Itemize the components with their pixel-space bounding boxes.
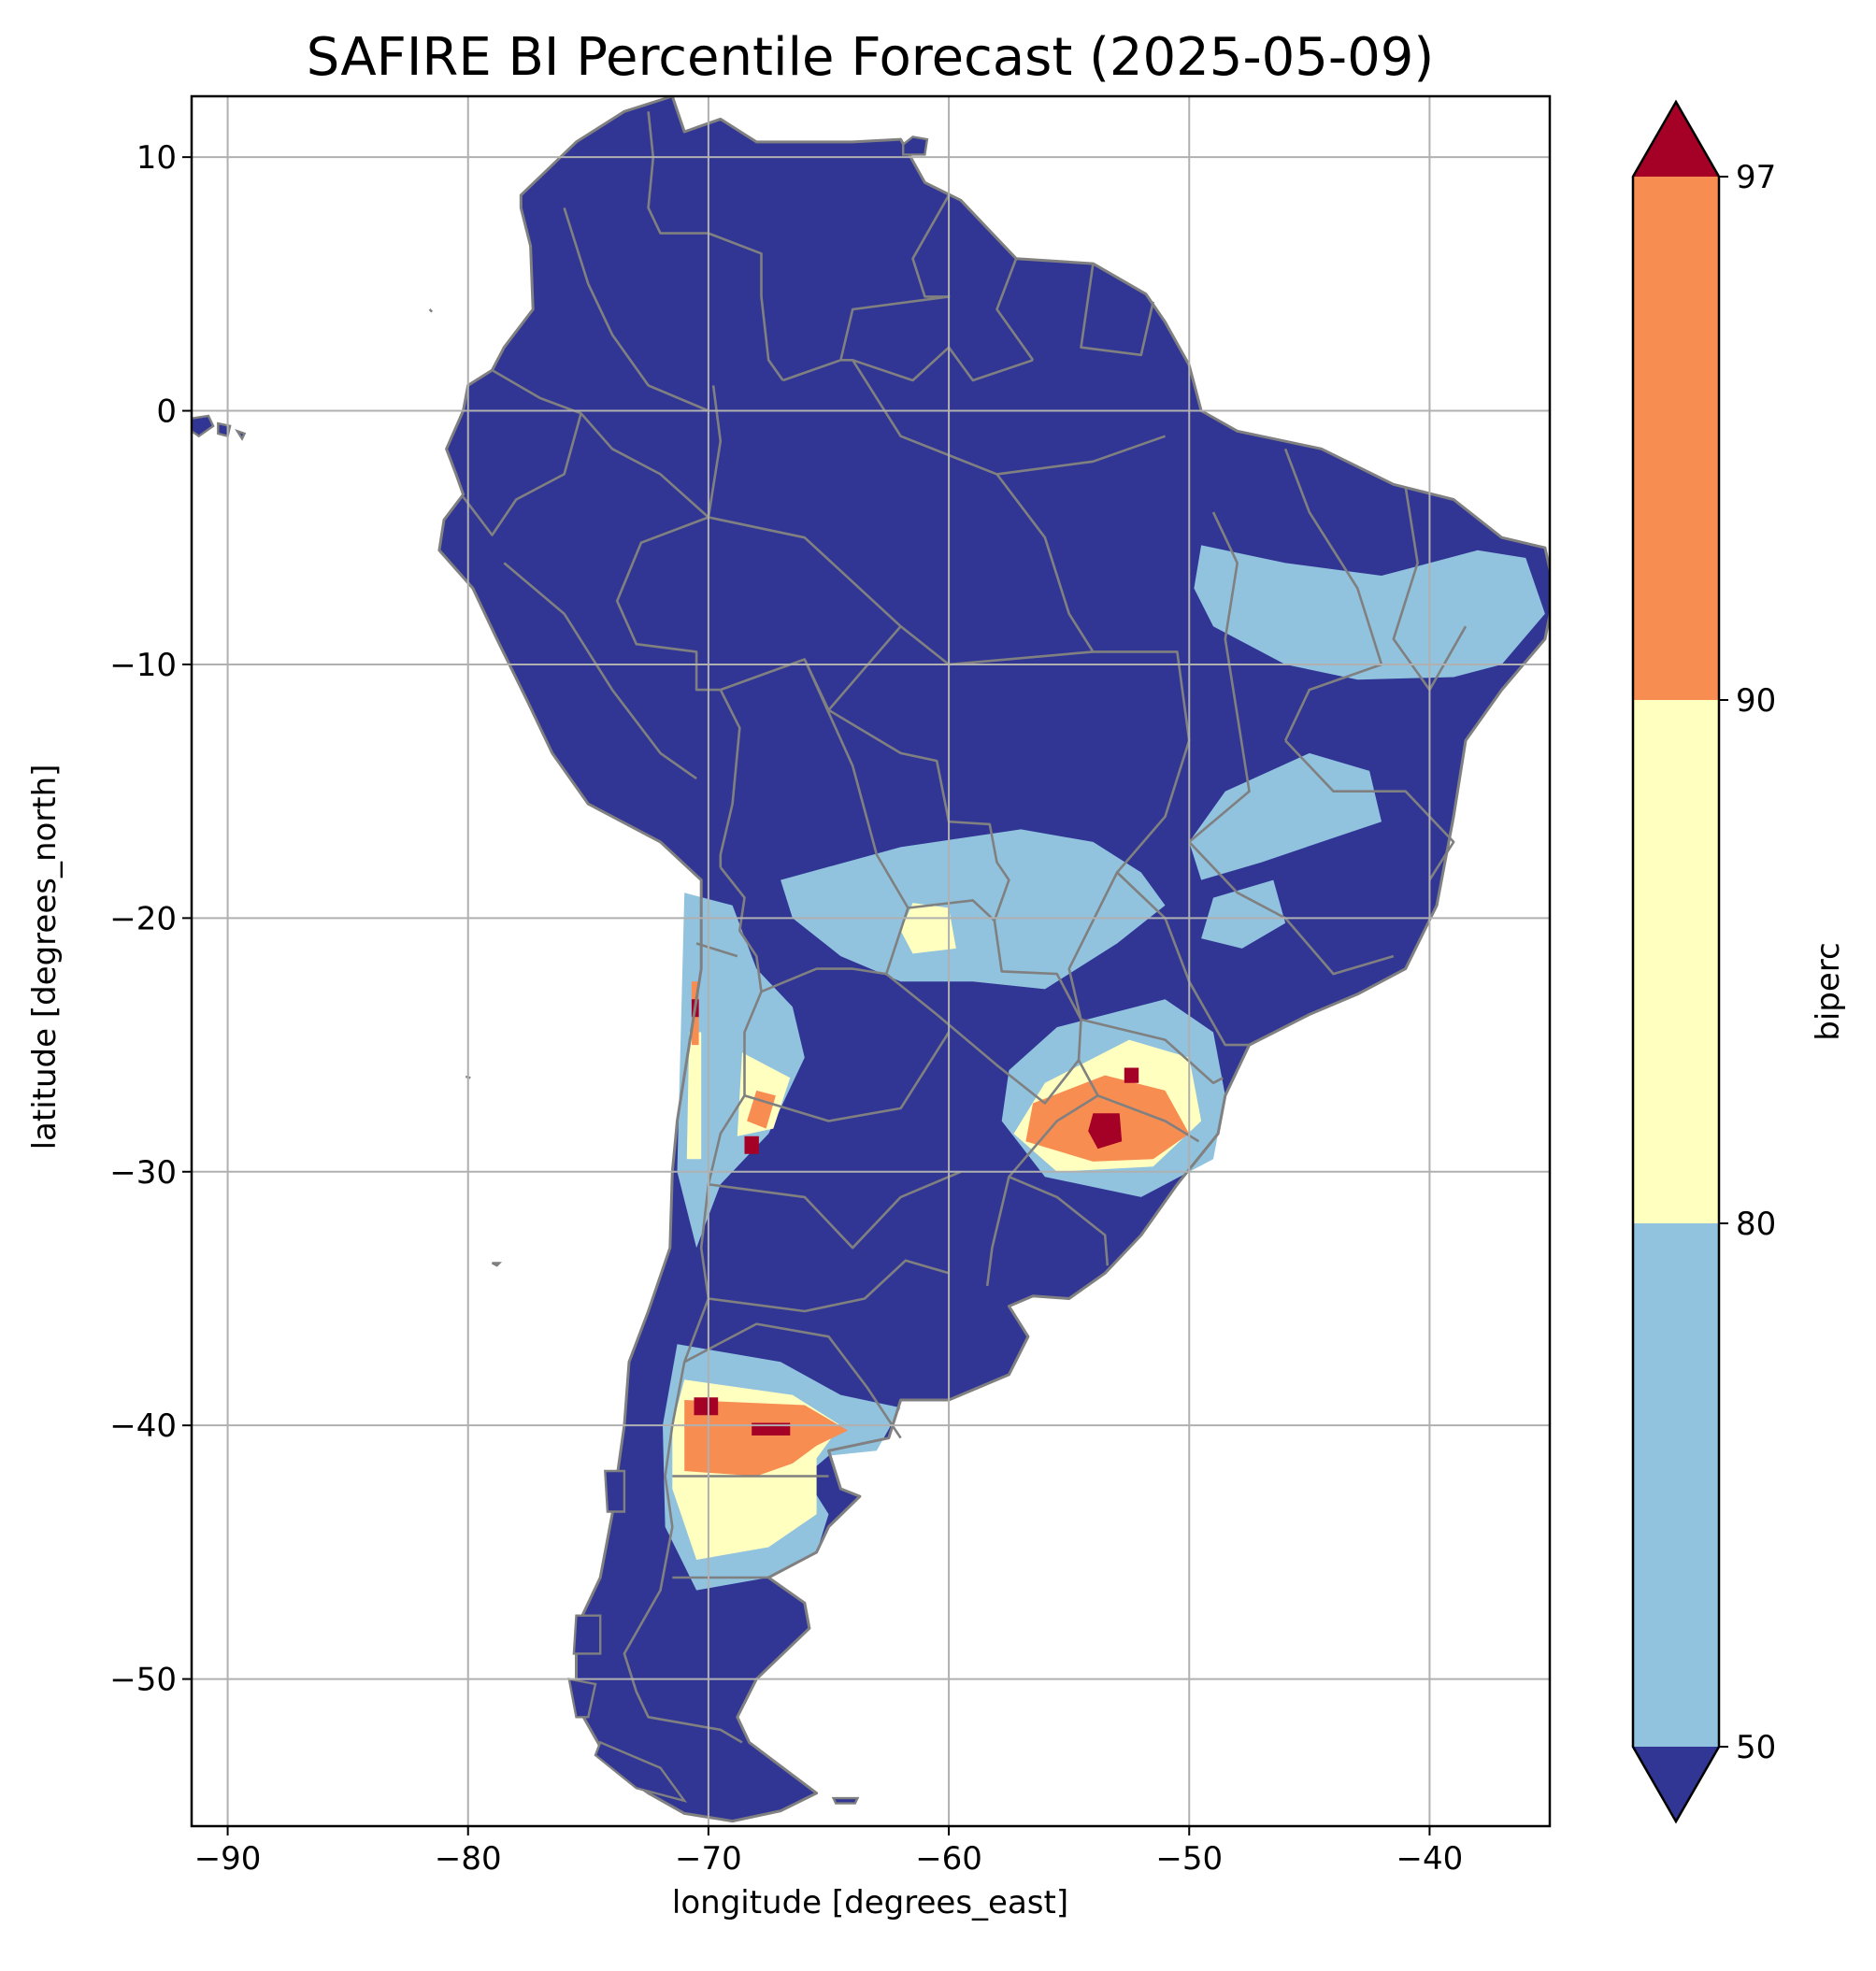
border-peru-bolivia bbox=[719, 689, 741, 868]
border-argentina-internal-2 bbox=[708, 1170, 962, 1250]
border-colombia-internal bbox=[563, 207, 709, 412]
border-peru-internal bbox=[503, 562, 697, 780]
region-central-brazil-mato-grosso bbox=[780, 829, 1166, 990]
colorbar-ticks: 50 80 90 97 bbox=[1719, 159, 1776, 1766]
border-brazil-state-5 bbox=[1392, 486, 1468, 692]
border-colombia-ecuador-peru bbox=[491, 368, 709, 519]
x-axis-label: longitude [degrees_east] bbox=[672, 1884, 1068, 1921]
colorbar-bin bbox=[1633, 700, 1719, 1223]
island-trinidad bbox=[902, 136, 929, 156]
colorbar-tick-label: 90 bbox=[1736, 682, 1776, 720]
border-brazil-state-4 bbox=[1283, 448, 1383, 741]
border-bolivia-internal bbox=[803, 658, 909, 909]
colorbar-bin bbox=[1633, 1223, 1719, 1747]
region-patagonia-orange bbox=[684, 1400, 849, 1477]
y-tick-label: −50 bbox=[109, 1662, 177, 1699]
border-colombia-south bbox=[707, 385, 723, 518]
island-chiloe bbox=[604, 1469, 626, 1513]
colorbar-bins bbox=[1633, 177, 1719, 1747]
border-argentina-internal-4 bbox=[683, 1322, 902, 1439]
y-tick-label: −10 bbox=[109, 647, 177, 684]
colorbar-label: biperc bbox=[1810, 942, 1847, 1040]
y-tick-label: 10 bbox=[136, 139, 177, 177]
x-tick-label: −50 bbox=[1155, 1840, 1223, 1878]
island-juan-fernandez bbox=[491, 1262, 503, 1267]
y-tick-label: −40 bbox=[109, 1407, 177, 1445]
colorbar-tick-label: 97 bbox=[1736, 159, 1776, 196]
y-tick-label: −30 bbox=[109, 1154, 177, 1192]
border-chile-internal bbox=[695, 942, 738, 958]
y-tick-label: −20 bbox=[109, 900, 177, 937]
island-south-chile-archipelago-1 bbox=[572, 1614, 602, 1655]
region-sao-paulo-minas bbox=[1201, 879, 1286, 949]
island-galapagos-3 bbox=[235, 429, 247, 441]
x-tick-label: −80 bbox=[435, 1840, 502, 1878]
island-malpelo bbox=[428, 308, 434, 313]
border-brazil-north bbox=[840, 346, 1034, 382]
border-argentina-internal-1 bbox=[744, 1031, 951, 1122]
axes-frame bbox=[190, 94, 1552, 1828]
y-axis-ticks: 10 0 −10 −20 −30 −40 −50 bbox=[109, 139, 192, 1699]
x-tick-label: −70 bbox=[675, 1840, 742, 1878]
border-brazil-peru bbox=[615, 516, 721, 692]
coastline bbox=[437, 96, 1550, 1823]
x-axis-ticks: −90 −80 −70 −60 −50 −40 bbox=[194, 1826, 1464, 1878]
border-guyana-suriname bbox=[995, 258, 1035, 362]
region-santa-catarina-extreme bbox=[1124, 1067, 1139, 1083]
border-brazil-state-10 bbox=[1097, 1094, 1200, 1143]
border-brazil-state-12 bbox=[708, 516, 902, 628]
colorbar-tick-label: 50 bbox=[1736, 1729, 1776, 1766]
island-south-chile-archipelago-2 bbox=[567, 1678, 597, 1719]
island-galapagos-1 bbox=[192, 414, 215, 438]
islands bbox=[192, 136, 929, 1805]
percentile-regions bbox=[663, 545, 1545, 1591]
region-northeast-brazil bbox=[1194, 545, 1545, 680]
region-goias-bahia bbox=[1189, 752, 1382, 880]
border-suriname-guiana bbox=[1080, 263, 1154, 357]
region-pantanal-yellow bbox=[900, 903, 956, 954]
region-chile-coast-yellow bbox=[686, 1032, 702, 1160]
x-tick-label: −90 bbox=[194, 1840, 262, 1878]
region-andes-extreme bbox=[744, 1135, 759, 1154]
gridlines bbox=[192, 96, 1550, 1826]
region-patagonia-extreme-west bbox=[694, 1397, 719, 1416]
region-rio-grande-extreme bbox=[1088, 1113, 1123, 1150]
x-tick-label: −40 bbox=[1396, 1840, 1464, 1878]
map-axes: −90 −80 −70 −60 −50 −40 10 0 −10 −20 −30 −40 −50 bbox=[109, 94, 1552, 1878]
colorbar-extend-bottom bbox=[1633, 1747, 1719, 1821]
y-tick-label: 0 bbox=[156, 393, 177, 431]
border-bolivia-chile bbox=[719, 866, 763, 993]
y-axis-label: latitude [degrees_north] bbox=[26, 764, 64, 1150]
colorbar-bin bbox=[1633, 177, 1719, 700]
region-andes-orange bbox=[747, 1090, 776, 1129]
map-layer bbox=[192, 96, 1550, 1826]
border-brazil-state-2 bbox=[995, 473, 1095, 653]
island-tierra-del-fuego-west bbox=[594, 1740, 688, 1803]
colorbar-extend-top bbox=[1633, 102, 1719, 177]
island-isla-de-los-estados bbox=[831, 1796, 860, 1805]
border-brazil-state-1 bbox=[948, 650, 1191, 1021]
border-brazil-state-3 bbox=[1188, 511, 1251, 843]
border-uruguay-brazil bbox=[1008, 1176, 1110, 1266]
map-title: SAFIRE BI Percentile Forecast (2025-05-0… bbox=[307, 27, 1434, 88]
colorbar-tick-label: 80 bbox=[1736, 1206, 1776, 1243]
colorbar: 50 80 90 97 biperc bbox=[1631, 99, 1847, 1824]
border-argentina-internal-3 bbox=[708, 1259, 950, 1313]
border-argentina-brazil-uruguay bbox=[985, 1059, 1099, 1287]
x-tick-label: −60 bbox=[915, 1840, 982, 1878]
border-ecuador-peru bbox=[462, 412, 582, 536]
